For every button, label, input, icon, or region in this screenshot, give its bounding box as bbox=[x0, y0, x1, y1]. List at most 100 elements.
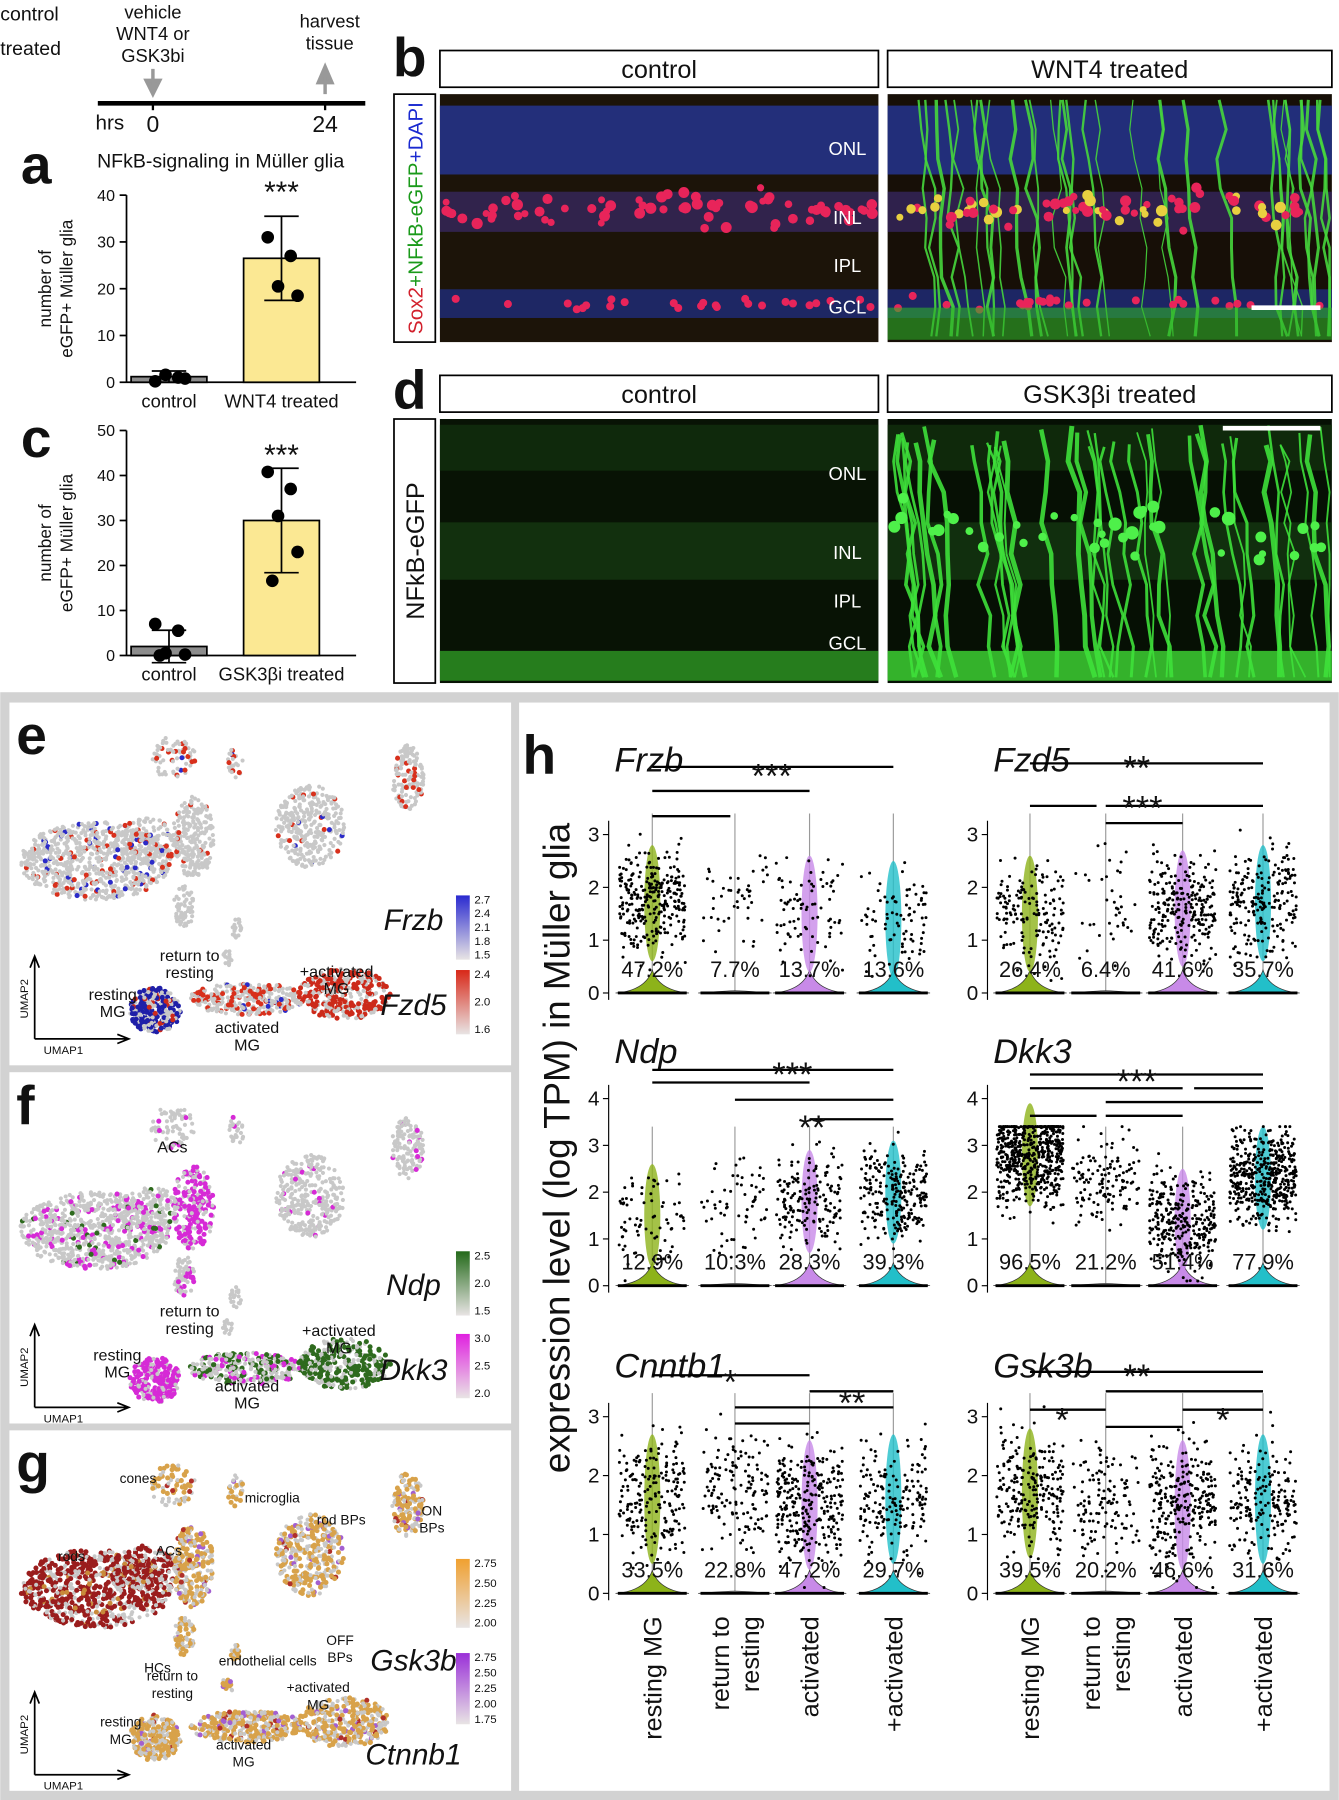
cluster-label: resting bbox=[89, 986, 137, 1004]
cell bbox=[92, 826, 97, 831]
cell bbox=[291, 843, 296, 848]
nucleus bbox=[788, 299, 797, 308]
cell bbox=[226, 959, 231, 964]
cell bbox=[136, 817, 141, 822]
cell bbox=[289, 1185, 294, 1190]
cell bbox=[233, 1133, 238, 1138]
y-tick-label: 30 bbox=[97, 234, 115, 252]
cell bbox=[72, 1217, 77, 1222]
cell bbox=[417, 1158, 422, 1164]
column-header: GSK3βi treated bbox=[1023, 381, 1196, 409]
cell bbox=[164, 1235, 169, 1240]
cell bbox=[41, 877, 46, 882]
cell bbox=[174, 756, 180, 761]
cell bbox=[133, 1208, 138, 1213]
cell bbox=[185, 1270, 191, 1276]
cell bbox=[290, 1160, 295, 1165]
cell bbox=[185, 1179, 191, 1185]
cell bbox=[405, 751, 411, 756]
nucleus bbox=[647, 205, 656, 214]
glia-soma bbox=[1012, 521, 1021, 529]
cell bbox=[395, 1148, 400, 1153]
cell bbox=[51, 856, 56, 861]
cell bbox=[419, 774, 424, 779]
cell bbox=[194, 1164, 200, 1170]
cell bbox=[182, 912, 188, 917]
cell bbox=[137, 823, 142, 828]
glia-soma bbox=[1253, 555, 1261, 563]
cell bbox=[311, 801, 316, 807]
cell bbox=[166, 853, 172, 859]
header-box bbox=[886, 374, 1333, 413]
cell bbox=[54, 891, 60, 897]
cell bbox=[141, 1242, 146, 1247]
cell bbox=[100, 1259, 105, 1264]
cell bbox=[179, 803, 184, 808]
cell bbox=[191, 1189, 197, 1195]
cell bbox=[183, 1115, 189, 1121]
nucleus bbox=[607, 295, 616, 304]
nucleus bbox=[690, 191, 701, 202]
cell bbox=[48, 1218, 53, 1223]
glia-soma bbox=[1125, 526, 1139, 540]
cell bbox=[154, 1023, 159, 1028]
cell bbox=[149, 838, 155, 843]
color-bar-label: 1.8 bbox=[474, 936, 490, 948]
cell bbox=[44, 883, 49, 889]
layer-label: ONL bbox=[829, 463, 867, 484]
cell bbox=[110, 1262, 116, 1267]
nucleus bbox=[805, 301, 814, 310]
cell bbox=[172, 843, 177, 848]
cell bbox=[125, 1250, 130, 1255]
cell bbox=[160, 741, 165, 746]
cell bbox=[341, 822, 346, 827]
layer-label: ONL bbox=[829, 138, 867, 159]
cell bbox=[161, 852, 166, 857]
nucleus bbox=[812, 299, 821, 308]
cell bbox=[166, 862, 172, 868]
cell bbox=[151, 825, 156, 830]
cell bbox=[181, 916, 186, 922]
cell bbox=[51, 861, 56, 866]
glia-soma bbox=[895, 511, 908, 525]
cell bbox=[193, 1208, 199, 1215]
nucleus bbox=[1084, 195, 1096, 207]
cell bbox=[56, 841, 61, 846]
cell bbox=[274, 983, 279, 988]
group-label: treated bbox=[0, 38, 61, 60]
cell bbox=[280, 986, 285, 991]
cell bbox=[105, 852, 110, 857]
cell bbox=[142, 995, 147, 1000]
nucleus bbox=[669, 299, 678, 308]
cell bbox=[286, 1219, 291, 1224]
cell bbox=[125, 1225, 130, 1230]
y-axis-label: eGFP+ Müller glia bbox=[57, 473, 77, 612]
cell bbox=[197, 820, 202, 825]
cell bbox=[231, 990, 237, 997]
nucleus bbox=[1049, 198, 1061, 210]
cell bbox=[340, 1197, 345, 1203]
cell bbox=[283, 846, 288, 851]
cell bbox=[269, 991, 274, 996]
cell bbox=[209, 823, 214, 829]
cell bbox=[57, 883, 62, 888]
cell bbox=[59, 1226, 65, 1232]
cell bbox=[182, 767, 188, 773]
cell bbox=[150, 1015, 155, 1020]
y-tick-label: 20 bbox=[97, 280, 115, 298]
cell bbox=[315, 797, 320, 802]
cell bbox=[88, 1236, 93, 1241]
cell bbox=[238, 1140, 243, 1145]
nucleus bbox=[764, 192, 775, 203]
cell bbox=[203, 1000, 208, 1005]
cell bbox=[48, 846, 54, 851]
cell bbox=[187, 1259, 192, 1265]
cell bbox=[284, 997, 289, 1003]
cell bbox=[102, 856, 107, 862]
cell bbox=[177, 1257, 182, 1262]
y-tick-label: 30 bbox=[97, 512, 115, 530]
column-header: control bbox=[621, 56, 697, 84]
cell bbox=[301, 794, 306, 799]
cell bbox=[95, 1217, 100, 1222]
cell bbox=[67, 1263, 73, 1269]
